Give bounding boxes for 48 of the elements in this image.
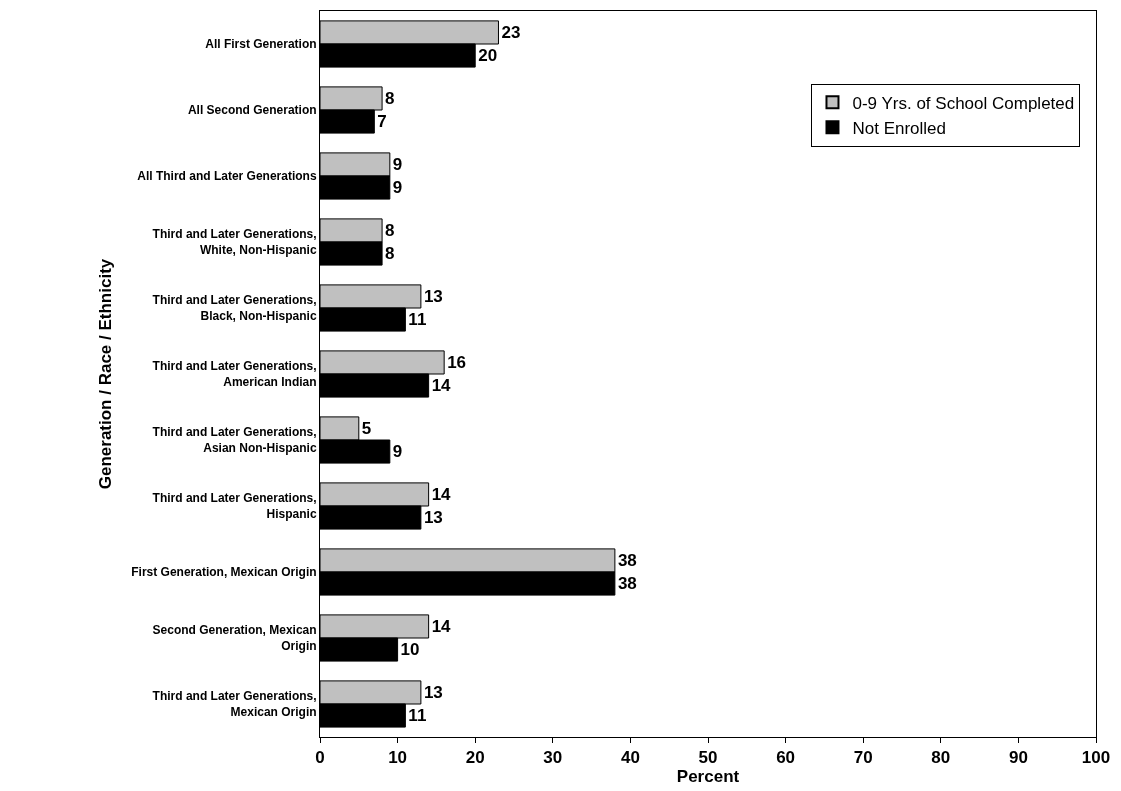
data-label: 10	[400, 640, 420, 660]
y-tick-label: Second Generation, Mexican Origin	[152, 623, 317, 653]
x-tick-label: 60	[776, 748, 796, 768]
y-tick-label: First Generation, Mexican Origin	[131, 565, 317, 580]
data-label: 14	[431, 376, 452, 396]
y-tick-label: Third and Later Generations, Hispanic	[152, 491, 317, 521]
y-tick-label: All First Generation	[205, 37, 317, 52]
data-label: 5	[361, 418, 372, 438]
data-label: 11	[408, 706, 427, 726]
y-tick-label: Third and Later Generations, White, Non-Hispanic	[152, 227, 317, 257]
data-label: 8	[385, 220, 395, 240]
x-tick-label: 50	[698, 748, 718, 768]
y-axis-title: Generation / Race / Ethnicity	[95, 258, 115, 490]
y-tick-label: Third and Later Generations, Asian Non-Hispanic	[152, 425, 317, 455]
data-label: 9	[392, 442, 403, 462]
y-tick-label: All Third and Later Generations	[137, 169, 317, 184]
legend-label: Not Enrolled	[852, 118, 947, 138]
x-tick-label: 30	[543, 748, 563, 768]
y-tick-label: Third and Later Generations, American Indian	[152, 359, 317, 389]
x-tick-label: 20	[465, 748, 485, 768]
data-label: 23	[501, 22, 521, 42]
data-label: 13	[423, 286, 443, 306]
y-tick-label: Third and Later Generations, Black, Non-Hispanic	[152, 293, 317, 323]
legend-label: 0-9 Yrs. of School Completed	[852, 93, 1075, 113]
x-tick-label: 100	[1081, 748, 1111, 768]
data-label: 7	[377, 112, 387, 132]
data-label: 8	[385, 244, 395, 264]
data-label: 9	[392, 154, 403, 174]
data-label: 16	[447, 352, 467, 372]
data-label: 38	[617, 574, 637, 594]
x-tick-label: 10	[388, 748, 408, 768]
data-label: 9	[392, 178, 403, 198]
data-label: 8	[385, 88, 395, 108]
data-label: 11	[408, 310, 427, 330]
x-tick-label: 0	[315, 748, 325, 768]
y-tick-label: All Second Generation	[187, 103, 317, 118]
x-tick-label: 80	[931, 748, 951, 768]
data-label: 20	[478, 46, 498, 66]
data-label: 14	[431, 484, 452, 504]
x-axis-title: Percent	[676, 767, 740, 787]
x-tick-label: 70	[853, 748, 873, 768]
data-label: 13	[423, 682, 443, 702]
x-tick-label: 90	[1008, 748, 1028, 768]
data-label: 38	[617, 550, 637, 570]
data-label: 14	[431, 616, 452, 636]
data-label: 13	[423, 508, 443, 528]
x-tick-label: 40	[620, 748, 640, 768]
y-tick-label: Third and Later Generations, Mexican Origin	[152, 689, 317, 719]
